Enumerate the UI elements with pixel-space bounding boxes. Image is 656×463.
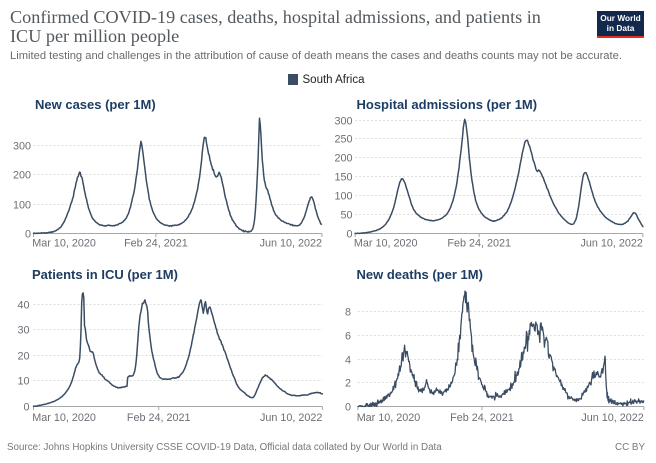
svg-text:Feb 24, 2021: Feb 24, 2021 <box>447 238 511 250</box>
svg-text:4: 4 <box>345 354 351 366</box>
svg-text:Mar 10, 2020: Mar 10, 2020 <box>32 412 96 424</box>
svg-text:Jun 10, 2022: Jun 10, 2022 <box>580 238 642 250</box>
svg-text:200: 200 <box>13 169 31 181</box>
svg-text:150: 150 <box>334 171 352 183</box>
svg-text:8: 8 <box>345 306 351 318</box>
svg-text:20: 20 <box>17 350 29 362</box>
svg-text:40: 40 <box>17 299 29 311</box>
svg-text:Mar 10, 2020: Mar 10, 2020 <box>32 238 96 250</box>
svg-text:Feb 24, 2021: Feb 24, 2021 <box>450 412 514 424</box>
svg-text:6: 6 <box>345 330 351 342</box>
svg-text:Jun 10, 2022: Jun 10, 2022 <box>260 412 322 424</box>
svg-text:Feb 24, 2021: Feb 24, 2021 <box>127 412 191 424</box>
svg-text:300: 300 <box>334 115 352 127</box>
svg-text:0: 0 <box>346 228 352 240</box>
svg-text:10: 10 <box>17 375 29 387</box>
svg-text:50: 50 <box>340 209 352 221</box>
svg-text:0: 0 <box>345 401 351 413</box>
svg-text:Feb 24, 2021: Feb 24, 2021 <box>124 238 188 250</box>
svg-text:Jun 10, 2022: Jun 10, 2022 <box>581 412 643 424</box>
svg-text:30: 30 <box>17 324 29 336</box>
svg-text:Mar 10, 2020: Mar 10, 2020 <box>357 412 421 424</box>
svg-text:100: 100 <box>13 199 31 211</box>
svg-text:Mar 10, 2020: Mar 10, 2020 <box>354 238 418 250</box>
svg-text:2: 2 <box>345 377 351 389</box>
svg-text:100: 100 <box>334 190 352 202</box>
svg-text:0: 0 <box>23 401 29 413</box>
svg-text:Jun 10, 2022: Jun 10, 2022 <box>260 238 322 250</box>
svg-text:200: 200 <box>334 152 352 164</box>
svg-text:300: 300 <box>13 140 31 152</box>
svg-text:0: 0 <box>25 228 31 240</box>
svg-text:250: 250 <box>334 133 352 145</box>
